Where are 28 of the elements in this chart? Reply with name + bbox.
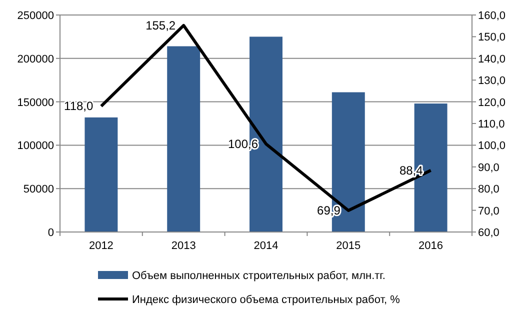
y-tick-label: 150000 [17,96,54,109]
bar [84,117,118,232]
y2-tick-label: 140,0 [478,53,506,66]
y2-tick-label: 150,0 [478,32,506,44]
legend-label: Объем выполненных строительных работ, млн.тг. [132,270,386,282]
y2-tick-label: 130,0 [478,75,506,88]
y-tick-label: 200000 [17,53,54,66]
data-label: 155,2 [146,18,176,32]
y2-tick-label: 110,0 [478,118,505,130]
y-tick-label: 250000 [17,10,54,22]
y2-tick-label: 70,0 [478,205,500,218]
legend-label: Индекс физического объема строительных работ, % [132,294,400,306]
y2-tick-label: 160,0 [478,10,506,22]
y2-tick-label: 80,0 [478,184,500,196]
x-tick-label: 2016 [418,240,444,252]
x-tick-label: 2013 [171,240,196,252]
y2-tick-label: 100,0 [478,140,506,152]
x-tick-label: 2015 [336,240,361,252]
y-tick-label: 100000 [17,140,54,152]
x-tick-label: 2012 [88,240,114,252]
x-tick-label: 2014 [254,240,278,252]
y-tick-label: 50000 [23,184,54,196]
y2-tick-label: 120,0 [478,96,506,109]
y2-tick-label: 60,0 [478,227,500,239]
y2-tick-label: 90,0 [478,162,500,174]
y-tick-label: 0 [48,227,54,239]
data-label: 118,0 [64,99,94,114]
bar [167,46,200,232]
